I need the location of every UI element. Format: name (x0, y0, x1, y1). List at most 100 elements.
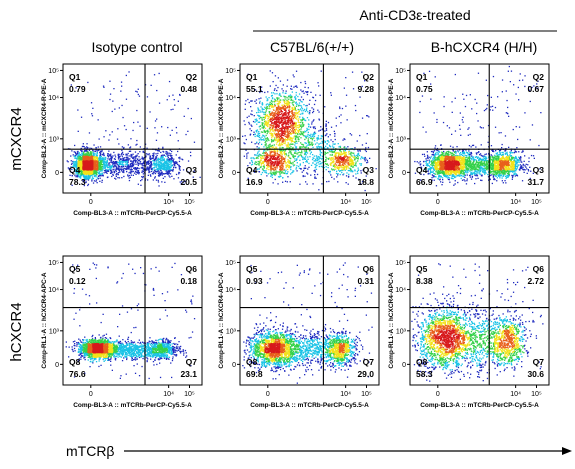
cell-event (152, 164, 153, 165)
cell-event (86, 178, 87, 179)
cell-event (128, 153, 129, 154)
cell-event (278, 131, 279, 132)
cell-event (285, 181, 286, 182)
cell-event (341, 154, 342, 155)
cell-event (93, 144, 94, 145)
cell-event (104, 170, 105, 171)
cell-event (171, 157, 172, 158)
cell-event (154, 161, 155, 162)
cell-event (103, 86, 104, 87)
cell-event (136, 156, 137, 157)
cell-event (170, 150, 171, 151)
cell-event (74, 158, 75, 159)
cell-event (305, 156, 306, 157)
cell-event (337, 159, 338, 160)
column-header-c57: C57BL/6(+/+) (270, 39, 354, 55)
cell-event (153, 156, 154, 157)
cell-event (76, 161, 77, 162)
cell-event (101, 156, 102, 157)
cell-event (259, 102, 260, 103)
cell-event (260, 167, 261, 168)
cell-event (84, 150, 85, 151)
cell-event (271, 95, 272, 96)
cell-event (257, 163, 258, 164)
cell-event (132, 130, 133, 131)
cell-event (150, 174, 151, 175)
cell-event (266, 121, 267, 122)
cell-event (266, 140, 267, 141)
cell-event (321, 135, 322, 136)
cell-event (315, 164, 316, 165)
cell-event (105, 130, 106, 131)
cell-event (244, 120, 245, 121)
cell-event (343, 173, 344, 174)
cell-event (107, 158, 108, 159)
cell-event (165, 156, 166, 157)
cell-event (251, 130, 252, 131)
cell-event (330, 134, 331, 135)
cell-event (347, 146, 348, 147)
cell-event (143, 173, 144, 174)
cell-event (262, 104, 263, 105)
cell-event (162, 155, 163, 156)
cell-event (285, 96, 286, 97)
cell-event (360, 170, 361, 171)
cell-event (129, 172, 130, 173)
cell-event (331, 177, 332, 178)
cell-event (350, 157, 351, 158)
cell-event (157, 150, 158, 151)
cell-event (271, 113, 272, 114)
cell-event (131, 156, 132, 157)
cell-event (272, 117, 273, 118)
cell-event (258, 131, 259, 132)
cell-event (129, 175, 130, 176)
cell-event (156, 180, 157, 181)
cell-event (260, 111, 261, 112)
cell-event (287, 131, 288, 132)
cell-event (97, 159, 98, 160)
cell-event (350, 169, 351, 170)
cell-event (258, 165, 259, 166)
cell-event (115, 159, 116, 160)
cell-event (277, 108, 278, 109)
cell-event (90, 152, 91, 153)
cell-event (115, 163, 116, 164)
cell-event (164, 176, 165, 177)
cell-event (304, 139, 305, 140)
cell-event (280, 99, 281, 100)
cell-event (103, 136, 104, 137)
cell-event (131, 171, 132, 172)
cell-event (266, 135, 267, 136)
cell-event (334, 133, 335, 134)
cell-event (270, 104, 271, 105)
cell-event (121, 161, 122, 162)
cell-event (288, 155, 289, 156)
cell-event (324, 106, 325, 107)
cell-event (283, 172, 284, 173)
cell-event (307, 173, 308, 174)
quadrant-name: Q4 (69, 165, 81, 175)
cell-event (119, 177, 120, 178)
cell-event (288, 102, 289, 103)
quadrant-percent: 0.79 (69, 84, 86, 94)
cell-event (88, 165, 89, 166)
cell-event (293, 118, 294, 119)
cell-event (296, 104, 297, 105)
cell-event (270, 127, 271, 128)
cell-event (273, 114, 274, 115)
cell-event (277, 109, 278, 110)
cell-event (264, 170, 265, 171)
cell-event (305, 150, 306, 151)
cell-event (173, 162, 174, 163)
cell-event (300, 99, 301, 100)
cell-event (307, 134, 308, 135)
cell-event (329, 157, 330, 158)
cell-event (318, 130, 319, 131)
cell-event (180, 170, 181, 171)
cell-event (270, 155, 271, 156)
cell-event (303, 158, 304, 159)
cell-event (267, 131, 268, 132)
cell-event (272, 145, 273, 146)
cell-event (348, 162, 349, 163)
cell-event (271, 103, 272, 104)
